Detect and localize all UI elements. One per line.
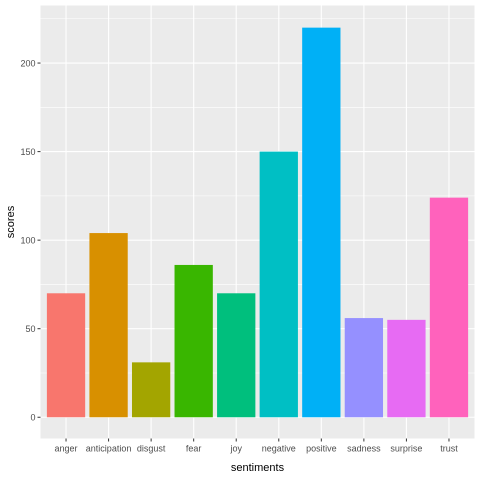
x-axis: anger anticipation disgust fear joy negative p… (55, 438, 458, 454)
bar-anticipation (89, 233, 128, 418)
bar-joy (217, 293, 256, 418)
x-tick-label: fear (186, 444, 202, 454)
x-tick-label: joy (229, 444, 242, 454)
bar-fear (174, 264, 213, 418)
y-tick-label: 150 (20, 147, 35, 157)
bar-disgust (131, 362, 171, 418)
y-axis: 0 50 100 150 200 (20, 58, 41, 423)
bar-negative (259, 151, 298, 418)
x-axis-title: sentiments (231, 462, 285, 474)
x-tick-label: anger (55, 444, 78, 454)
y-tick-label: 0 (30, 413, 35, 423)
y-tick-label: 200 (20, 58, 35, 68)
bar-anger (46, 293, 86, 418)
bar-surprise (387, 319, 426, 418)
bar-sadness (344, 318, 384, 418)
x-tick-label: negative (262, 444, 296, 454)
bars (46, 27, 469, 418)
x-tick-label: surprise (390, 444, 422, 454)
x-tick-label: trust (440, 444, 458, 454)
bar-positive (302, 27, 341, 418)
y-tick-label: 50 (25, 324, 35, 334)
x-tick-label: anticipation (86, 444, 132, 454)
x-tick-label: disgust (137, 444, 166, 454)
x-tick-label: positive (306, 444, 337, 454)
y-axis-title: scores (5, 205, 17, 238)
x-tick-label: sadness (347, 444, 381, 454)
y-tick-label: 100 (20, 235, 35, 245)
bar-trust (429, 197, 469, 418)
